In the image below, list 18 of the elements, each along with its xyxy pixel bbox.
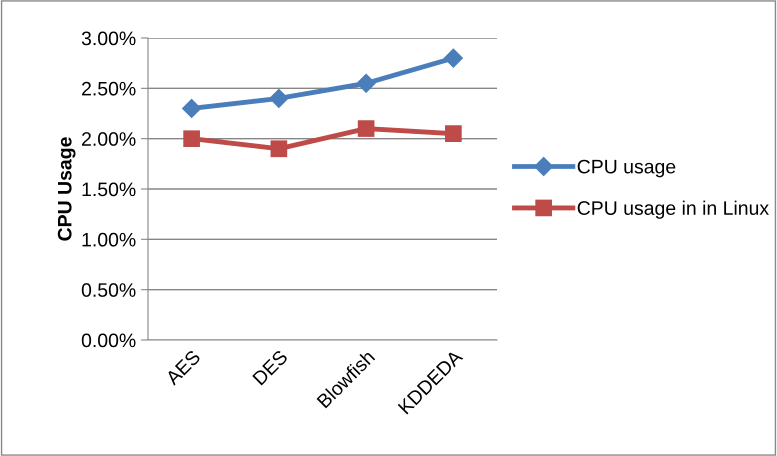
point bbox=[182, 98, 202, 118]
y-tick-label: 1.50% bbox=[82, 182, 136, 196]
y-tick-label: 3.00% bbox=[82, 31, 136, 46]
y-axis-title: CPU Usage bbox=[58, 137, 76, 241]
point bbox=[269, 88, 288, 108]
point bbox=[445, 125, 462, 142]
y-tick-label: 2.00% bbox=[82, 132, 136, 146]
y-tick-label: 2.50% bbox=[82, 82, 136, 96]
point bbox=[444, 48, 463, 68]
y-tick-label: 0.00% bbox=[82, 333, 136, 348]
point bbox=[183, 130, 200, 147]
point bbox=[270, 140, 288, 158]
y-tick-label: 0.50% bbox=[82, 283, 136, 297]
legend-label: CPU usage bbox=[578, 160, 676, 178]
point bbox=[358, 120, 374, 137]
point bbox=[356, 74, 376, 93]
legend-label: CPU usage in in Linux bbox=[578, 200, 769, 219]
y-tick-label: 1.00% bbox=[82, 232, 136, 247]
